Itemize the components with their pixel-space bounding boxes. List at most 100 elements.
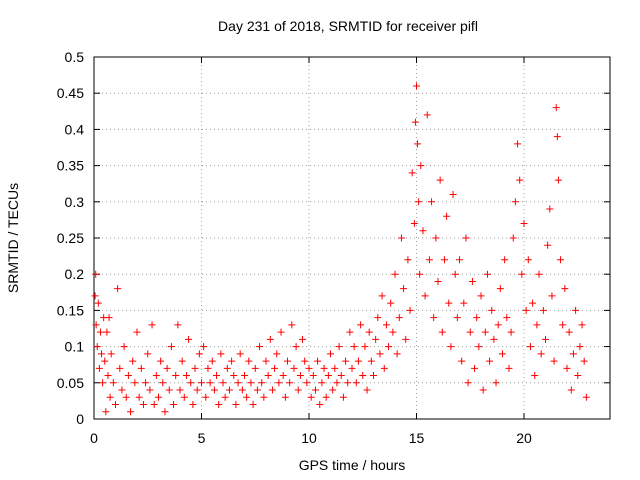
data-point [155,393,162,401]
data-point [202,393,210,401]
data-point [518,270,526,278]
data-point [106,393,114,401]
data-point [200,343,208,351]
y-tick-label: 0.45 [57,85,84,101]
data-point [481,328,489,336]
data-point [576,343,584,351]
data-point [449,191,457,199]
data-point [329,386,337,394]
data-point [124,372,132,380]
data-point [245,357,253,365]
data-point [99,379,107,387]
data-point [127,408,135,416]
data-point [400,285,408,293]
data-point [139,401,147,409]
data-point [281,393,289,401]
data-point [296,372,304,380]
data-point [473,314,481,322]
data-point [122,393,130,401]
data-point [185,335,193,343]
y-tick-label: 0.5 [65,49,85,65]
data-point [503,314,511,322]
data-point [559,321,567,329]
data-point [391,270,399,278]
data-point [438,328,446,336]
data-point [219,379,227,387]
data-point [378,292,386,300]
data-point [572,306,580,314]
data-point [144,350,152,358]
data-point [165,386,173,394]
data-point [322,393,330,401]
data-point [567,386,575,394]
data-point [486,357,494,365]
data-point [492,379,500,387]
data-point [346,328,354,336]
data-point [344,379,352,387]
data-point [499,350,506,358]
data-point [251,364,259,372]
data-point [354,357,362,365]
data-point [305,364,313,372]
data-point [189,401,197,409]
data-point [221,393,229,401]
data-point [142,379,150,387]
data-point [385,343,393,351]
data-point [352,379,360,387]
x-tick-label: 0 [90,430,98,446]
data-point [107,350,115,358]
data-point [443,212,451,220]
data-point [580,357,588,365]
data-point [150,401,158,409]
data-point [440,256,448,264]
data-point [182,372,190,380]
data-point [92,270,100,278]
data-point [434,277,442,285]
data-point [524,256,532,264]
data-point [284,357,291,365]
data-point [410,220,418,228]
data-point [477,292,485,300]
data-point [531,372,539,380]
data-point [436,176,444,184]
data-point [397,234,405,242]
data-point [526,343,534,351]
data-point [453,314,461,322]
data-point [376,350,384,358]
data-point [256,343,264,351]
data-point [238,386,246,394]
data-point [103,328,111,336]
data-point [419,227,427,235]
data-point [290,364,298,372]
data-point [268,386,276,394]
data-point [324,372,332,380]
data-point [102,408,110,416]
data-point [170,401,178,409]
data-point [215,401,223,409]
x-tick-label: 15 [409,430,425,446]
data-point [217,350,225,358]
data-point [92,321,100,329]
data-point [350,343,358,351]
data-point [223,364,231,372]
data-point [174,321,182,329]
data-point [137,364,145,372]
data-point [286,379,294,387]
data-point [292,343,300,351]
data-point [507,328,515,336]
data-point [393,350,401,358]
data-point [112,401,119,409]
data-point [505,364,513,372]
data-point [307,393,315,401]
data-point [95,364,103,372]
data-point [582,393,590,401]
data-point [462,234,470,242]
data-point [94,299,102,307]
data-point [225,386,233,394]
data-point [421,292,429,300]
data-point [105,314,113,322]
data-point [554,176,562,184]
data-point [425,256,433,264]
data-point [544,241,552,249]
data-point [234,379,242,387]
